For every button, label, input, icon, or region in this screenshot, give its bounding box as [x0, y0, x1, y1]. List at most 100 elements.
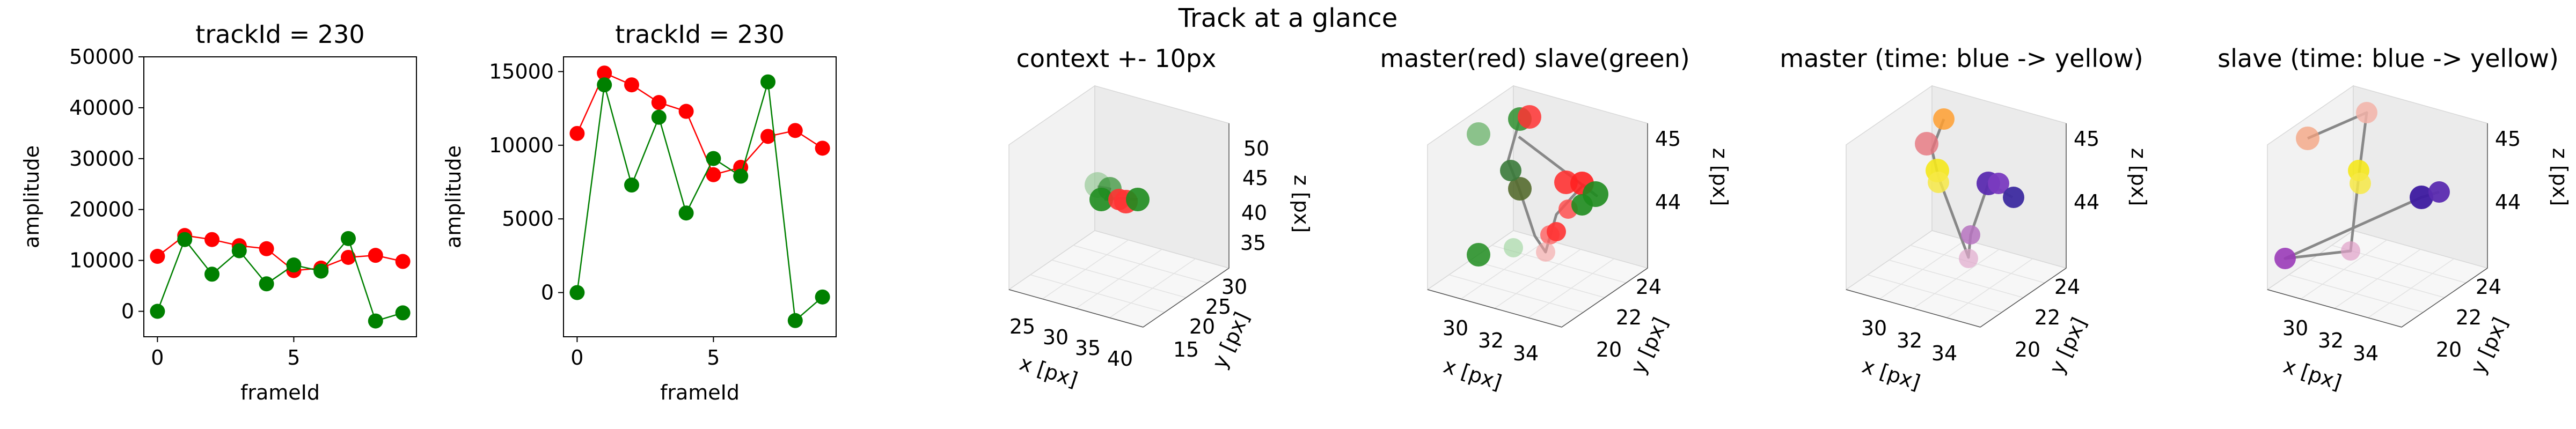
panel-3d-2-markers — [1467, 105, 1608, 267]
panel-3d-4-ytick-3: 24 — [2476, 275, 2501, 299]
panel-3d-3-grid-line — [1910, 245, 2045, 284]
chart-2-series-2-point — [597, 77, 612, 93]
panel-3d-2-grid-line — [1528, 258, 1614, 319]
panel-3d-3: master (time: blue -> yellow) 30 32 34 2… — [1780, 44, 2150, 395]
chart-1-series-2-point — [286, 257, 302, 273]
chart-1-ytick-label-4: 30000 — [69, 147, 134, 171]
chart-2-series-1-point — [678, 103, 694, 119]
panel-3d-1-zlabel: z [px] — [1290, 175, 1313, 233]
panel-3d-3-marker — [1915, 132, 1938, 156]
panel-3d-3-zlabel: z [px] — [2127, 148, 2150, 206]
chart-2-series-1-point — [597, 65, 612, 81]
panel-3d-1-xtick-3: 35 — [1075, 336, 1101, 360]
chart-2-series-1-point — [706, 167, 721, 182]
chart-2-series-2-point — [678, 205, 694, 221]
panel-3d-2-marker — [1504, 238, 1523, 257]
panel-3d-4-ztick-1: 44 — [2495, 190, 2521, 214]
panel-3d-1-xtick-1: 25 — [1009, 315, 1035, 338]
panel-3d-2-marker — [1536, 242, 1555, 262]
panel-3d-4-ztick-2: 45 — [2495, 127, 2521, 151]
panel-3d-1-ytick-4: 30 — [1221, 275, 1247, 299]
panel-3d-2-grid-line — [1494, 249, 1581, 309]
chart-2-ylabel: amplitude — [442, 145, 465, 248]
panel-3d-1: context +- 10px 25 30 35 40 15 20 25 30 … — [1008, 44, 1313, 392]
panel-3d-3-grid-line — [1913, 249, 2000, 309]
chart-1-series-1-point — [204, 232, 219, 247]
chart-2-xtick-label-1: 0 — [570, 346, 583, 369]
panel-3d-3-markers — [1915, 108, 2024, 268]
panel-3d-2-ztick-1: 44 — [1655, 190, 1681, 214]
panel-3d-2-zlabel: z [px] — [1708, 148, 1732, 206]
panel-3d-4-title: slave (time: blue -> yellow) — [2218, 44, 2559, 73]
panel-3d-1-ytick-3: 25 — [1205, 295, 1231, 319]
chart-2-xlabel: frameId — [660, 381, 740, 404]
panel-3d-4-xtick-1: 30 — [2282, 316, 2308, 340]
chart-2-series-2-point — [733, 168, 749, 184]
panel-3d-4-marker — [2350, 173, 2371, 194]
chart-2: trackId = 230 frameId amplitude 0 5 0 5000 1… — [442, 20, 837, 404]
chart-2-series — [569, 65, 830, 328]
panel-3d-4-box — [2266, 85, 2489, 328]
panel-3d-2-xtick-2: 32 — [1478, 329, 1504, 352]
chart-1-series-2-point — [259, 276, 274, 292]
chart-1-ytick-label-5: 40000 — [69, 96, 134, 120]
chart-1-ytick-label-6: 50000 — [69, 45, 134, 69]
chart-1-series-2-point — [150, 304, 165, 319]
chart-2-frame — [563, 56, 837, 337]
panel-3d-3-marker — [1928, 172, 1949, 193]
chart-1-xtick-label-2: 5 — [287, 346, 300, 369]
chart-1-series-1-point — [150, 249, 165, 264]
chart-1-series-1-point — [368, 248, 383, 263]
chart-1-frame — [143, 56, 417, 337]
chart-2-series-1-point — [787, 123, 803, 138]
panel-3d-3-marker — [1933, 108, 1955, 130]
panel-3d-3-ytick-3: 24 — [2054, 275, 2080, 299]
chart-1-series-2-point — [395, 305, 411, 321]
chart-2-series-1-point — [760, 129, 775, 144]
chart-2-series-2-point — [624, 177, 639, 193]
panel-3d-3-ytick-1: 20 — [2015, 338, 2040, 361]
panel-3d-1-marker — [1126, 188, 1150, 211]
chart-2-ytick-label-2: 5000 — [502, 207, 554, 231]
chart-2-series-2-point — [787, 313, 803, 328]
chart-2-series-1-line — [576, 72, 823, 176]
panel-3d-4-marker — [2410, 186, 2433, 209]
panel-3d-3-grid-line — [1946, 258, 2033, 319]
panel-3d-2-ytick-1: 20 — [1596, 338, 1622, 361]
chart-1-series-2-line — [157, 237, 403, 322]
panel-3d-1-xtick-4: 40 — [1107, 347, 1133, 371]
panel-3d-3-xlabel: x [px] — [1860, 354, 1923, 395]
panel-3d-1-grid-line — [1073, 245, 1208, 284]
chart-2-series-2-point — [815, 289, 830, 305]
chart-2-ytick-label-4: 15000 — [489, 60, 554, 83]
panel-3d-3-ztick-1: 44 — [2074, 190, 2099, 214]
panel-3d-2-ztick-2: 45 — [1655, 127, 1681, 151]
panel-3d-1-xlabel: x [px] — [1017, 351, 1081, 392]
chart-2-ytick-label-1: 0 — [541, 281, 554, 305]
chart-1-title: trackId = 230 — [195, 20, 364, 49]
chart-2-series-1-point — [624, 77, 639, 93]
panel-3d-1-markers — [1085, 172, 1150, 213]
panel-3d-1-x-axis-line — [1008, 289, 1144, 328]
panel-3d-3-xtick-3: 34 — [1931, 342, 1957, 365]
chart-2-ticks: 0 5 0 5000 10000 15000 — [489, 60, 720, 369]
panel-3d-2-x-axis-line — [1427, 289, 1562, 328]
chart-2-series-2-point — [706, 151, 721, 166]
panel-3d-2-marker — [1518, 105, 1541, 129]
chart-1-series-1-point — [395, 254, 411, 269]
panel-3d-4-grid-line — [2368, 258, 2454, 319]
chart-1-ytick-label-3: 20000 — [69, 198, 134, 221]
panel-3d-1-y-axis-line — [1143, 268, 1230, 328]
panel-3d-3-title: master (time: blue -> yellow) — [1780, 44, 2143, 73]
panel-3d-2-xtick-3: 34 — [1513, 342, 1539, 365]
panel-3d-1-grid-line — [1075, 249, 1162, 309]
chart-1-series-2-point — [313, 263, 329, 279]
suptitle: Track at a glance — [1178, 3, 1398, 33]
panel-3d-4-marker — [2296, 127, 2319, 150]
chart-2-series-2-point — [651, 109, 667, 125]
panel-3d-4: slave (time: blue -> yellow) 30 32 34 20… — [2218, 44, 2572, 395]
panel-3d-2-title: master(red) slave(green) — [1380, 44, 1689, 73]
chart-1-series-2-point — [341, 231, 356, 246]
chart-1-ytick-label-2: 10000 — [69, 249, 134, 272]
panel-3d-4-marker — [2356, 102, 2377, 123]
